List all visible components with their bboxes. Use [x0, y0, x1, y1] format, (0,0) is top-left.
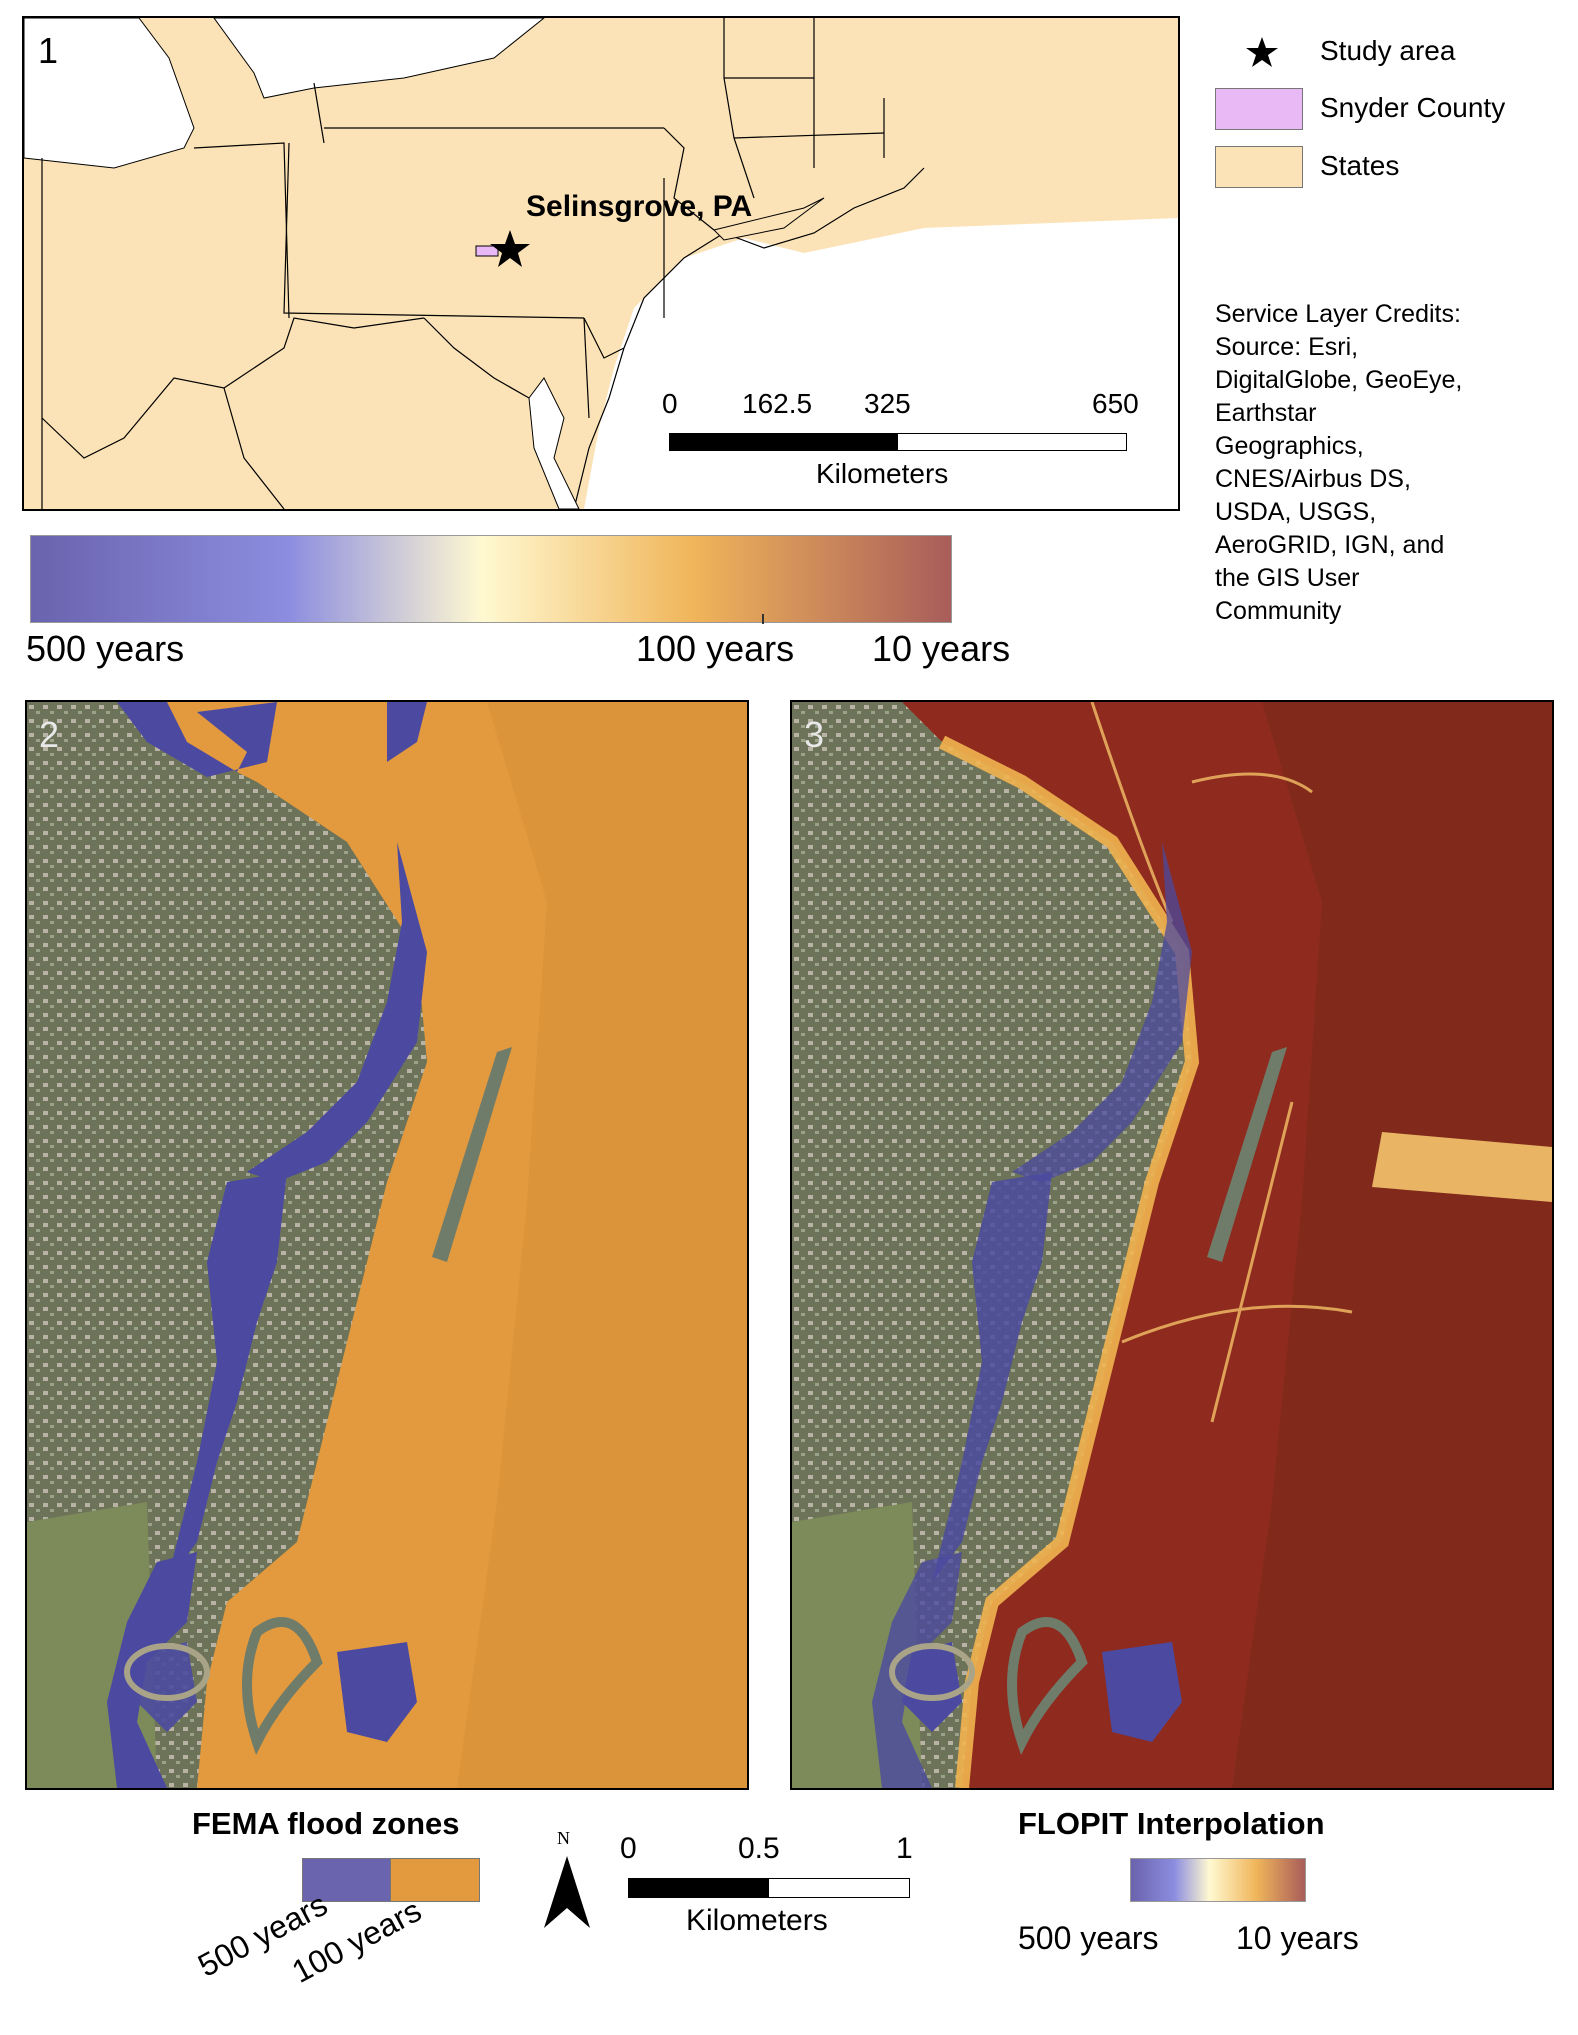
- scale-tick-1: 162.5: [742, 388, 813, 419]
- legend-snyder: Snyder County: [1320, 92, 1506, 123]
- snyder-county-shape: [475, 245, 499, 257]
- colorbar: [30, 535, 952, 623]
- colorbar-label-500: 500 years: [26, 628, 185, 669]
- study-area-star: [490, 230, 530, 267]
- credit-line: the GIS User: [1215, 564, 1360, 592]
- state-borders: [41, 18, 885, 509]
- panel-number: 3: [804, 714, 825, 755]
- map-legend: Study area Snyder County States Service …: [1215, 30, 1555, 650]
- bottom-scale-bar: [628, 1878, 910, 1898]
- north-label: N: [557, 1828, 570, 1848]
- scale-bar: [669, 433, 1127, 451]
- flopit-label-500: 500 years: [1018, 1920, 1159, 1956]
- legend-states-swatch: [1215, 146, 1303, 188]
- fema-legend-title: FEMA flood zones: [192, 1806, 460, 1841]
- fema-500yr-zone: [107, 702, 427, 1788]
- scale-tick-2: 325: [864, 388, 911, 419]
- place-label: Selinsgrove, PA: [526, 190, 753, 223]
- lake-ontario: [213, 18, 545, 99]
- legend-study-area: Study area: [1320, 35, 1456, 66]
- panel-number: 1: [38, 30, 59, 71]
- scale-tick-0-5: 0.5: [738, 1832, 780, 1865]
- credit-line: Service Layer Credits:: [1215, 300, 1461, 328]
- credit-line: Source: Esri,: [1215, 333, 1359, 361]
- fema-swatch-500: [302, 1858, 392, 1902]
- colorbar-label-10: 10 years: [872, 628, 1011, 669]
- credit-line: AeroGRID, IGN, and: [1215, 531, 1445, 559]
- flopit-label-10: 10 years: [1236, 1920, 1359, 1956]
- credit-line: DigitalGlobe, GeoEye,: [1215, 366, 1463, 394]
- panel-number: 2: [39, 714, 60, 755]
- credit-line: Geographics,: [1215, 432, 1364, 460]
- credit-line: CNES/Airbus DS,: [1215, 465, 1411, 493]
- scale-tick-0: 0: [662, 388, 678, 419]
- credit-line: Community: [1215, 597, 1342, 625]
- star-icon: [1246, 37, 1278, 67]
- flopit-map: 3: [790, 700, 1554, 1790]
- legend-snyder-swatch: [1215, 88, 1303, 130]
- credit-line: USDA, USGS,: [1215, 498, 1377, 526]
- scale-unit: Kilometers: [816, 458, 949, 489]
- credits: Service Layer Credits: Source: Esri, Dig…: [1215, 298, 1462, 628]
- scale-tick-0: 0: [620, 1832, 637, 1865]
- north-arrow-icon: [544, 1856, 590, 1928]
- legend-states: States: [1320, 150, 1400, 181]
- colorbar-label-100: 100 years: [636, 628, 795, 669]
- fema-swatch-100: [390, 1858, 480, 1902]
- fema-map: 2: [25, 700, 749, 1790]
- flopit-100yr-zone: [938, 735, 1200, 1788]
- scale-tick-1: 1: [896, 1832, 913, 1865]
- lake-erie: [24, 18, 195, 169]
- flopit-500yr-zone: [872, 842, 1192, 1788]
- scale-tick-3: 650: [1092, 388, 1139, 419]
- flopit-colorbar: [1130, 1858, 1306, 1902]
- credit-line: Earthstar: [1215, 399, 1317, 427]
- flopit-legend-title: FLOPIT Interpolation: [1018, 1806, 1325, 1841]
- locator-map: 1 Selinsgrove, PA 0 162.5 325 650 Kilome…: [22, 16, 1180, 511]
- bottom-scale-unit: Kilometers: [686, 1904, 828, 1937]
